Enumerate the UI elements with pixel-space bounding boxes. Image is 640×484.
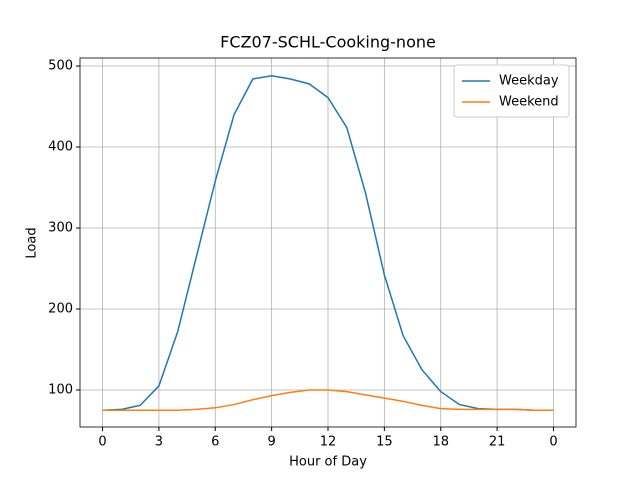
legend-label: Weekend xyxy=(499,95,559,110)
x-tick-label: 15 xyxy=(376,435,393,450)
y-tick-label: 300 xyxy=(48,221,73,236)
series-line xyxy=(102,74,554,411)
x-tick-label: 6 xyxy=(211,435,219,450)
x-tick-label: 12 xyxy=(320,435,337,450)
y-tick-label: 100 xyxy=(48,382,73,397)
y-tick-label: 400 xyxy=(48,140,73,155)
x-tick-label: 0 xyxy=(549,435,557,450)
x-tick-label: 18 xyxy=(432,435,449,450)
legend-box xyxy=(453,64,570,118)
y-tick-label: 200 xyxy=(48,301,73,316)
chart-title: FCZ07-SCHL-Cooking-none xyxy=(220,33,436,52)
x-tick-label: 21 xyxy=(489,435,506,450)
x-tick-label: 9 xyxy=(267,435,275,450)
y-tick-label: 500 xyxy=(48,59,73,74)
x-tick-label: 3 xyxy=(155,435,163,450)
axes-frame xyxy=(79,57,577,428)
x-axis-label: Hour of Day xyxy=(289,455,367,470)
series-line xyxy=(102,389,554,411)
legend-label: Weekday xyxy=(499,74,559,89)
x-tick-label: 0 xyxy=(98,435,106,450)
y-axis-label: Load xyxy=(25,227,40,258)
